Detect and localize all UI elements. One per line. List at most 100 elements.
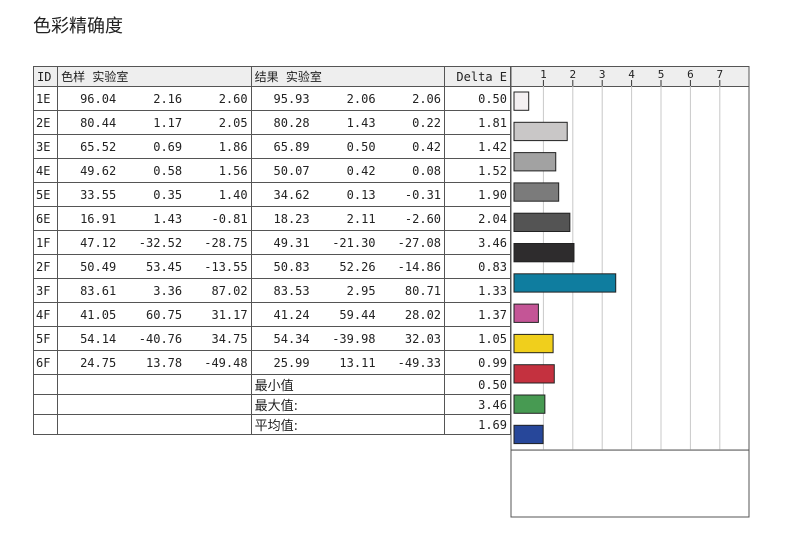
delta-e-value: 1.90: [444, 182, 511, 207]
row-id: 4F: [32, 302, 59, 327]
header-id: ID: [32, 66, 59, 87]
table-row: 2F 50.49 53.45 -13.55 50.83 52.26 -14.86 0.83: [32, 254, 511, 279]
result-lab-a: 2.06: [312, 86, 379, 111]
table-row: 3F 83.61 3.36 87.02 83.53 2.95 80.71 1.33: [32, 278, 511, 303]
result-lab-b: -27.08: [378, 230, 446, 255]
sample-lab-l: 80.44: [57, 110, 120, 135]
sample-lab-b: 1.86: [185, 134, 252, 159]
sample-lab-a: 1.17: [119, 110, 186, 135]
x-tick-label: 7: [716, 68, 723, 81]
row-id: 6E: [32, 206, 59, 231]
result-lab-b: 0.08: [378, 158, 446, 183]
table-row: 1F 47.12 -32.52 -28.75 49.31 -21.30 -27.08 3.46: [32, 230, 511, 255]
sample-lab-a: 0.35: [119, 182, 186, 207]
stats-value: 3.46: [444, 394, 511, 415]
delta-e-bar: [513, 424, 544, 445]
chart-stats-frame: [510, 449, 750, 518]
result-lab-a: 0.42: [312, 158, 379, 183]
delta-e-bar: [513, 364, 555, 384]
stats-label: 最小值: [250, 374, 446, 395]
delta-e-bar: [513, 273, 617, 293]
table-row: 6F 24.75 13.78 -49.48 25.99 13.11 -49.33 0.99: [32, 350, 511, 375]
sample-lab-l: 96.04: [57, 86, 120, 111]
delta-e-bar: [513, 394, 546, 414]
result-lab-l: 41.24: [250, 302, 313, 327]
sample-lab-l: 47.12: [57, 230, 120, 255]
stats-label: 平均值:: [250, 414, 446, 435]
delta-e-value: 1.37: [444, 302, 511, 327]
result-lab-l: 50.83: [250, 254, 313, 279]
sample-lab-b: 1.56: [185, 158, 252, 183]
result-lab-b: 80.71: [378, 278, 446, 303]
delta-e-value: 3.46: [444, 230, 511, 255]
result-lab-l: 25.99: [250, 350, 313, 375]
row-id: 6F: [32, 350, 59, 375]
result-lab-b: 0.22: [378, 110, 446, 135]
sample-lab-b: -13.55: [185, 254, 252, 279]
result-lab-b: 2.06: [378, 86, 446, 111]
row-id: 5E: [32, 182, 59, 207]
sample-lab-l: 16.91: [57, 206, 120, 231]
header-result-lab: 结果 实验室: [250, 66, 446, 87]
result-lab-a: 13.11: [312, 350, 379, 375]
table-row: 3E 65.52 0.69 1.86 65.89 0.50 0.42 1.42: [32, 134, 511, 159]
result-lab-a: 0.13: [312, 182, 379, 207]
delta-e-bar: [513, 303, 539, 323]
stats-row: 平均值: 1.69: [32, 414, 511, 435]
color-accuracy-table: ID 色样 实验室 结果 实验室 Delta E 1E 96.04 2.16 2.60…: [32, 66, 511, 435]
sample-lab-a: -40.76: [119, 326, 186, 351]
sample-lab-a: 2.16: [119, 86, 186, 111]
chart-plot-frame: [510, 86, 750, 451]
result-lab-l: 83.53: [250, 278, 313, 303]
delta-e-bar: [513, 333, 554, 354]
result-lab-l: 65.89: [250, 134, 313, 159]
stats-value: 1.69: [444, 414, 511, 435]
row-id: 2E: [32, 110, 59, 135]
stats-label: 最大值:: [250, 394, 446, 415]
delta-e-value: 0.99: [444, 350, 511, 375]
page-title: 色彩精确度: [33, 16, 123, 37]
result-lab-a: -39.98: [312, 326, 379, 351]
delta-e-value: 0.50: [444, 86, 511, 111]
result-lab-l: 95.93: [250, 86, 313, 111]
table-header-row: ID 色样 实验室 结果 实验室 Delta E: [32, 66, 511, 87]
sample-lab-l: 65.52: [57, 134, 120, 159]
stats-row: 最大值: 3.46: [32, 394, 511, 415]
sample-lab-a: 60.75: [119, 302, 186, 327]
table-row: 2E 80.44 1.17 2.05 80.28 1.43 0.22 1.81: [32, 110, 511, 135]
stats-blank-sample: [57, 414, 252, 435]
result-lab-l: 50.07: [250, 158, 313, 183]
result-lab-b: -0.31: [378, 182, 446, 207]
table-row: 4E 49.62 0.58 1.56 50.07 0.42 0.08 1.52: [32, 158, 511, 183]
sample-lab-a: 13.78: [119, 350, 186, 375]
delta-e-bar: [513, 182, 560, 202]
stats-row: 最小值 0.50: [32, 374, 511, 395]
sample-lab-l: 33.55: [57, 182, 120, 207]
row-id: 1F: [32, 230, 59, 255]
table-row: 6E 16.91 1.43 -0.81 18.23 2.11 -2.60 2.04: [32, 206, 511, 231]
x-tick-label: 3: [599, 68, 606, 81]
result-lab-a: 1.43: [312, 110, 379, 135]
delta-e-value: 1.05: [444, 326, 511, 351]
sample-lab-l: 83.61: [57, 278, 120, 303]
result-lab-b: -49.33: [378, 350, 446, 375]
row-id: 5F: [32, 326, 59, 351]
sample-lab-a: 0.69: [119, 134, 186, 159]
delta-e-bar: [513, 243, 575, 263]
sample-lab-l: 54.14: [57, 326, 120, 351]
delta-e-value: 0.83: [444, 254, 511, 279]
row-id: 3F: [32, 278, 59, 303]
x-tick-label: 6: [687, 68, 694, 81]
table-row: 5E 33.55 0.35 1.40 34.62 0.13 -0.31 1.90: [32, 182, 511, 207]
sample-lab-a: 3.36: [119, 278, 186, 303]
delta-e-bar: [513, 121, 568, 142]
sample-lab-b: 2.05: [185, 110, 252, 135]
result-lab-a: -21.30: [312, 230, 379, 255]
header-delta-e: Delta E: [444, 66, 511, 87]
sample-lab-b: 2.60: [185, 86, 252, 111]
sample-lab-b: 87.02: [185, 278, 252, 303]
sample-lab-a: 0.58: [119, 158, 186, 183]
delta-e-value: 2.04: [444, 206, 511, 231]
delta-e-value: 1.52: [444, 158, 511, 183]
result-lab-b: 0.42: [378, 134, 446, 159]
